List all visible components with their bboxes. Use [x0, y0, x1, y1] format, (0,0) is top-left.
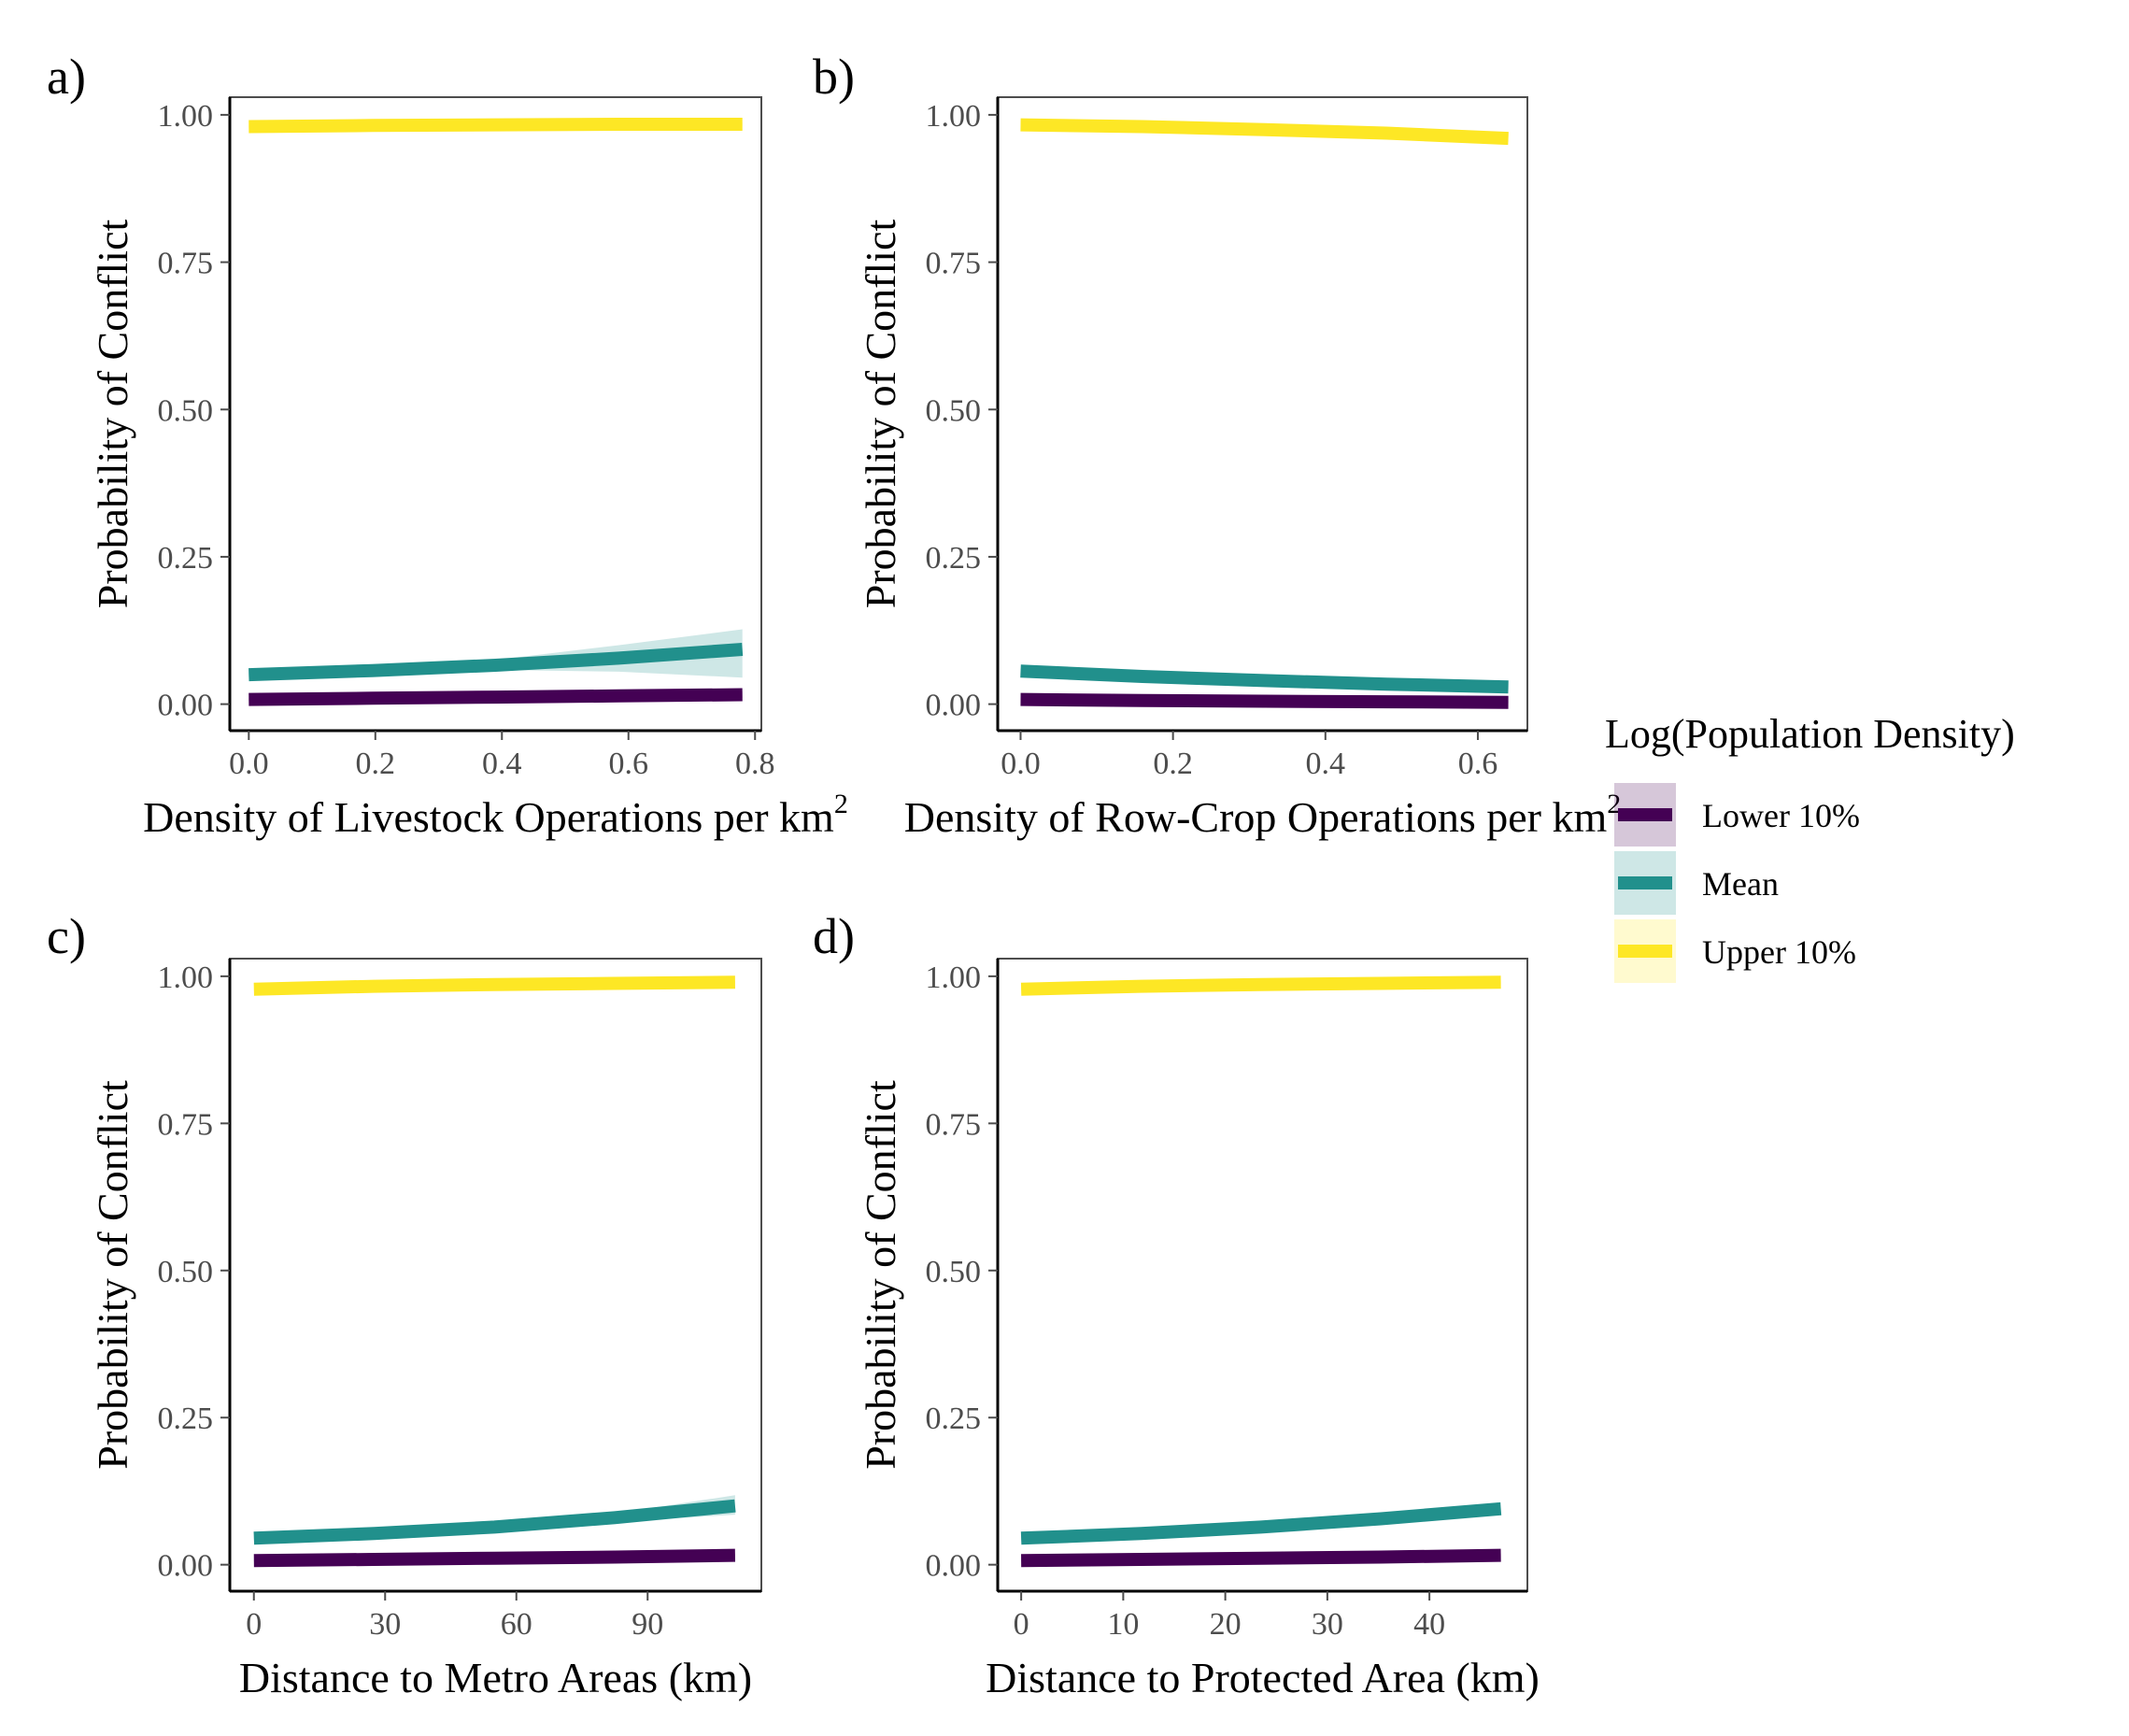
panel-b: 0.00 0.25 0.50 0.75 1.00 0.0 0.2 0.4 0.6 Density … — [813, 49, 1621, 841]
y-tick-label: 0.00 — [926, 1549, 982, 1584]
x-axis-title: Density of Livestock Operations per km2 — [143, 789, 848, 841]
x-tick-label: 10 — [1107, 1607, 1139, 1642]
series-line-lower-10 — [248, 688, 743, 706]
y-axis-title: Probability of Conflict — [89, 1080, 136, 1470]
y-tick-label: 0.25 — [158, 541, 214, 576]
x-tick-label: 0.0 — [1001, 747, 1041, 781]
x-tick-label: 0.4 — [1306, 747, 1346, 781]
series-line-mean — [1020, 1501, 1502, 1545]
y-axis-title: Probability of Conflict — [857, 1080, 904, 1470]
y-tick-label: 1.00 — [926, 99, 982, 134]
x-tick-label: 0.4 — [482, 747, 522, 781]
x-tick-label: 60 — [501, 1607, 532, 1642]
y-axis-title: Probability of Conflict — [857, 220, 904, 609]
series-line-lower-10 — [1021, 1548, 1501, 1568]
x-tick-label: 0.2 — [1153, 747, 1193, 781]
y-tick-label: 1.00 — [158, 960, 214, 995]
panel-tag: b) — [813, 49, 855, 105]
y-tick-label: 1.00 — [926, 960, 982, 995]
x-axis-title-superscript: 2 — [834, 789, 848, 819]
y-tick-label: 0.00 — [926, 689, 982, 723]
plot-frame — [997, 96, 1528, 732]
legend: Log(Population Density) Lower 10% Mean Upp… — [1605, 711, 2015, 983]
legend-label: Lower 10% — [1702, 797, 1860, 834]
x-axis-title: Distance to Protected Area (km) — [986, 1654, 1540, 1701]
x-tick-label: 30 — [369, 1607, 401, 1642]
series-line-upper-10 — [1020, 118, 1509, 146]
y-tick-label: 0.00 — [158, 689, 214, 723]
legend-title: Log(Population Density) — [1605, 711, 2015, 757]
x-tick-label: 30 — [1312, 1607, 1343, 1642]
x-tick-label: 90 — [632, 1607, 663, 1642]
x-axis-title: Density of Row-Crop Operations per km2 — [904, 789, 1622, 841]
series-line-upper-10 — [253, 975, 735, 996]
y-tick-label: 0.50 — [158, 393, 214, 428]
x-tick-label: 0.8 — [735, 747, 775, 781]
y-tick-label: 0.75 — [158, 247, 214, 281]
x-tick-label: 0 — [246, 1607, 262, 1642]
panel-d: 0.00 0.25 0.50 0.75 1.00 0 10 20 30 40 Distance to… — [813, 908, 1540, 1701]
plot-frame — [997, 958, 1528, 1592]
y-tick-label: 0.25 — [926, 541, 982, 576]
legend-item-upper-10: Upper 10% — [1614, 919, 1856, 983]
y-tick-label: 0.75 — [926, 1107, 982, 1142]
y-tick-label: 0.00 — [158, 1549, 214, 1584]
legend-item-mean: Mean — [1614, 851, 1779, 915]
y-axis-title: Probability of Conflict — [89, 220, 136, 609]
series-line-upper-10 — [1020, 975, 1501, 996]
legend-item-lower-10: Lower 10% — [1614, 783, 1860, 847]
x-tick-label: 40 — [1413, 1607, 1445, 1642]
panel-tag: c) — [47, 908, 86, 964]
y-tick-label: 0.50 — [926, 1255, 982, 1289]
panel-c: 0.00 0.25 0.50 0.75 1.00 0 30 60 90 Distance to M… — [47, 908, 762, 1701]
y-tick-label: 0.50 — [926, 393, 982, 428]
y-tick-label: 0.50 — [158, 1255, 214, 1289]
legend-items: Lower 10% Mean Upper 10% — [1614, 783, 1860, 983]
x-axis-title-superscript: 2 — [1607, 789, 1621, 819]
y-tick-label: 0.75 — [158, 1107, 214, 1142]
y-tick-label: 0.25 — [158, 1402, 214, 1436]
y-tick-label: 0.75 — [926, 247, 982, 281]
x-tick-label: 0.6 — [609, 747, 649, 781]
y-tick-label: 0.25 — [926, 1402, 982, 1436]
x-tick-label: 0.6 — [1458, 747, 1498, 781]
panels-group: 0.000.250.500.751.000.0 0.2 0.4 0.6 0.8Densi… — [47, 49, 1621, 1701]
x-tick-label: 0.0 — [229, 747, 269, 781]
plot-frame — [229, 96, 762, 732]
legend-label: Upper 10% — [1702, 933, 1856, 971]
plot-frame — [229, 958, 762, 1592]
x-tick-label: 20 — [1210, 1607, 1242, 1642]
series-line-lower-10 — [1020, 692, 1509, 709]
y-tick-label: 1.00 — [158, 99, 214, 134]
series-line-mean — [253, 1499, 736, 1545]
panel-tag: d) — [813, 908, 855, 964]
ribbon-mean — [248, 629, 743, 678]
x-tick-label: 0 — [1014, 1607, 1029, 1642]
x-tick-label: 0.2 — [356, 747, 396, 781]
panel-tag: a) — [47, 49, 86, 105]
series-line-lower-10 — [253, 1548, 736, 1568]
panel-a: 0.00 0.25 0.50 0.75 1.00 0.0 0.2 0.4 0.6 0.8 Densi… — [47, 49, 848, 841]
x-axis-title: Distance to Metro Areas (km) — [239, 1654, 752, 1701]
legend-label: Mean — [1702, 865, 1779, 903]
series-line-upper-10 — [248, 118, 743, 134]
series-line-mean — [248, 643, 744, 682]
series-line-mean — [1020, 664, 1509, 694]
